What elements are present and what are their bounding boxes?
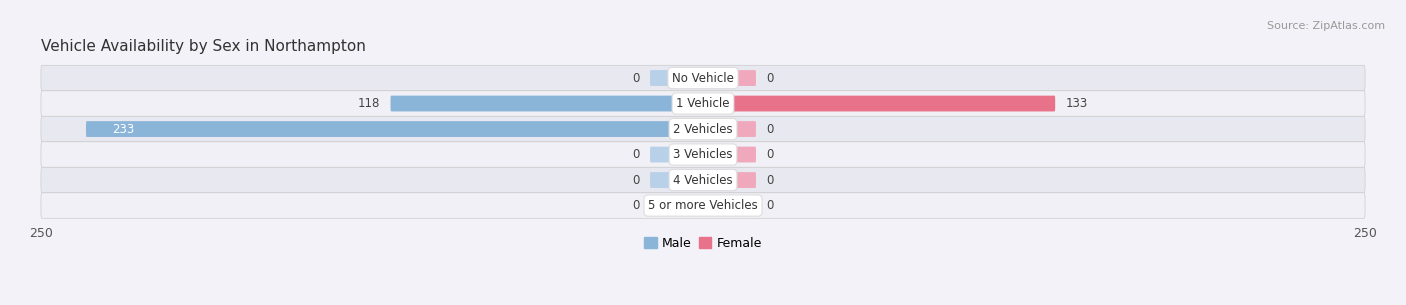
FancyBboxPatch shape bbox=[703, 96, 1054, 111]
FancyBboxPatch shape bbox=[650, 172, 703, 188]
Text: 0: 0 bbox=[766, 199, 773, 212]
Text: 118: 118 bbox=[357, 97, 380, 110]
Text: 1 Vehicle: 1 Vehicle bbox=[676, 97, 730, 110]
FancyBboxPatch shape bbox=[703, 147, 756, 163]
FancyBboxPatch shape bbox=[391, 96, 703, 111]
Text: 0: 0 bbox=[633, 174, 640, 187]
Text: 0: 0 bbox=[633, 148, 640, 161]
Legend: Male, Female: Male, Female bbox=[640, 232, 766, 255]
Text: 233: 233 bbox=[112, 123, 135, 135]
Text: 0: 0 bbox=[766, 148, 773, 161]
FancyBboxPatch shape bbox=[650, 70, 703, 86]
Text: 0: 0 bbox=[633, 199, 640, 212]
Text: 0: 0 bbox=[766, 174, 773, 187]
Text: Source: ZipAtlas.com: Source: ZipAtlas.com bbox=[1267, 21, 1385, 31]
FancyBboxPatch shape bbox=[41, 116, 1365, 142]
FancyBboxPatch shape bbox=[703, 172, 756, 188]
Text: 3 Vehicles: 3 Vehicles bbox=[673, 148, 733, 161]
FancyBboxPatch shape bbox=[86, 121, 703, 137]
FancyBboxPatch shape bbox=[41, 91, 1365, 116]
FancyBboxPatch shape bbox=[650, 198, 703, 214]
Text: 0: 0 bbox=[766, 72, 773, 84]
FancyBboxPatch shape bbox=[41, 193, 1365, 218]
FancyBboxPatch shape bbox=[703, 121, 756, 137]
Text: 2 Vehicles: 2 Vehicles bbox=[673, 123, 733, 135]
Text: No Vehicle: No Vehicle bbox=[672, 72, 734, 84]
FancyBboxPatch shape bbox=[41, 167, 1365, 193]
Text: 0: 0 bbox=[766, 123, 773, 135]
Text: 5 or more Vehicles: 5 or more Vehicles bbox=[648, 199, 758, 212]
Text: Vehicle Availability by Sex in Northampton: Vehicle Availability by Sex in Northampt… bbox=[41, 39, 366, 54]
FancyBboxPatch shape bbox=[703, 70, 756, 86]
Text: 0: 0 bbox=[633, 72, 640, 84]
Text: 133: 133 bbox=[1066, 97, 1088, 110]
FancyBboxPatch shape bbox=[41, 65, 1365, 91]
FancyBboxPatch shape bbox=[41, 142, 1365, 167]
FancyBboxPatch shape bbox=[703, 198, 756, 214]
FancyBboxPatch shape bbox=[650, 147, 703, 163]
Text: 4 Vehicles: 4 Vehicles bbox=[673, 174, 733, 187]
